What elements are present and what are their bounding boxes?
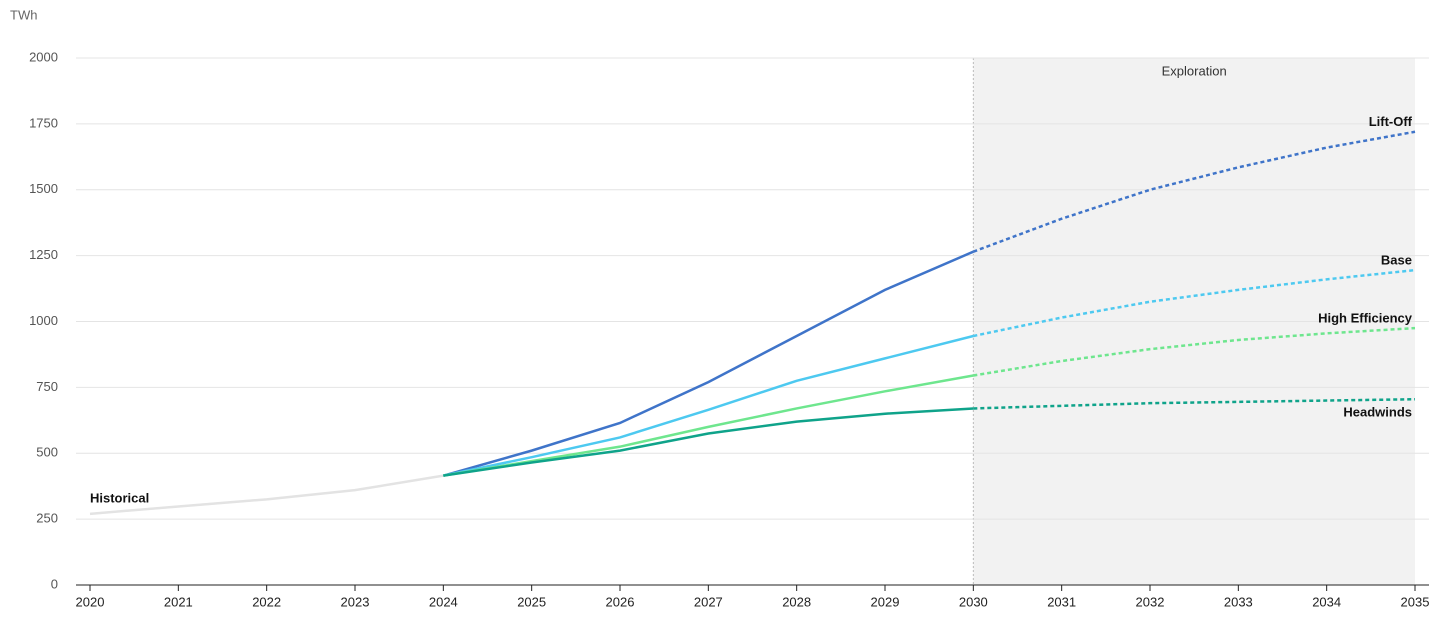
series-line [972,130,1416,253]
x-tick-label: 2033 [1224,594,1253,609]
series-line [973,397,1416,410]
y-tick-label: 1750 [29,115,58,130]
x-tick-label: 2024 [429,594,458,609]
x-tick-label: 2030 [959,594,988,609]
series-label: Headwinds [1343,405,1412,420]
x-tick-label: 2026 [606,594,635,609]
x-tick-label: 2020 [76,594,105,609]
series-line [89,474,444,516]
y-tick-label: 0 [51,576,58,591]
series-line [443,334,974,477]
series-line [973,268,1416,338]
x-tick-label: 2035 [1401,594,1430,609]
y-axis-label: TWh [10,7,37,22]
x-tick-label: 2029 [871,594,900,609]
x-tick-label: 2023 [341,594,370,609]
y-tick-label: 1000 [29,313,58,328]
x-tick-label: 2021 [164,594,193,609]
series-label: Lift-Off [1369,114,1413,129]
y-tick-label: 1250 [29,247,58,262]
series-line [443,374,974,477]
x-tick-label: 2022 [252,594,281,609]
x-tick-label: 2025 [517,594,546,609]
series-label: High Efficiency [1318,311,1413,326]
y-tick-label: 750 [36,379,58,394]
x-tick-label: 2028 [782,594,811,609]
region-label: Exploration [1162,63,1227,78]
y-tick-label: 2000 [29,49,58,64]
x-tick-label: 2032 [1136,594,1165,609]
y-tick-label: 250 [36,511,58,526]
series-line [443,407,974,477]
series-label: Historical [90,490,149,505]
series-line [442,250,974,477]
series-label: Base [1381,253,1412,268]
y-tick-label: 500 [36,445,58,460]
x-tick-label: 2027 [694,594,723,609]
x-tick-label: 2034 [1312,594,1341,609]
x-tick-label: 2031 [1047,594,1076,609]
y-tick-label: 1500 [29,181,58,196]
